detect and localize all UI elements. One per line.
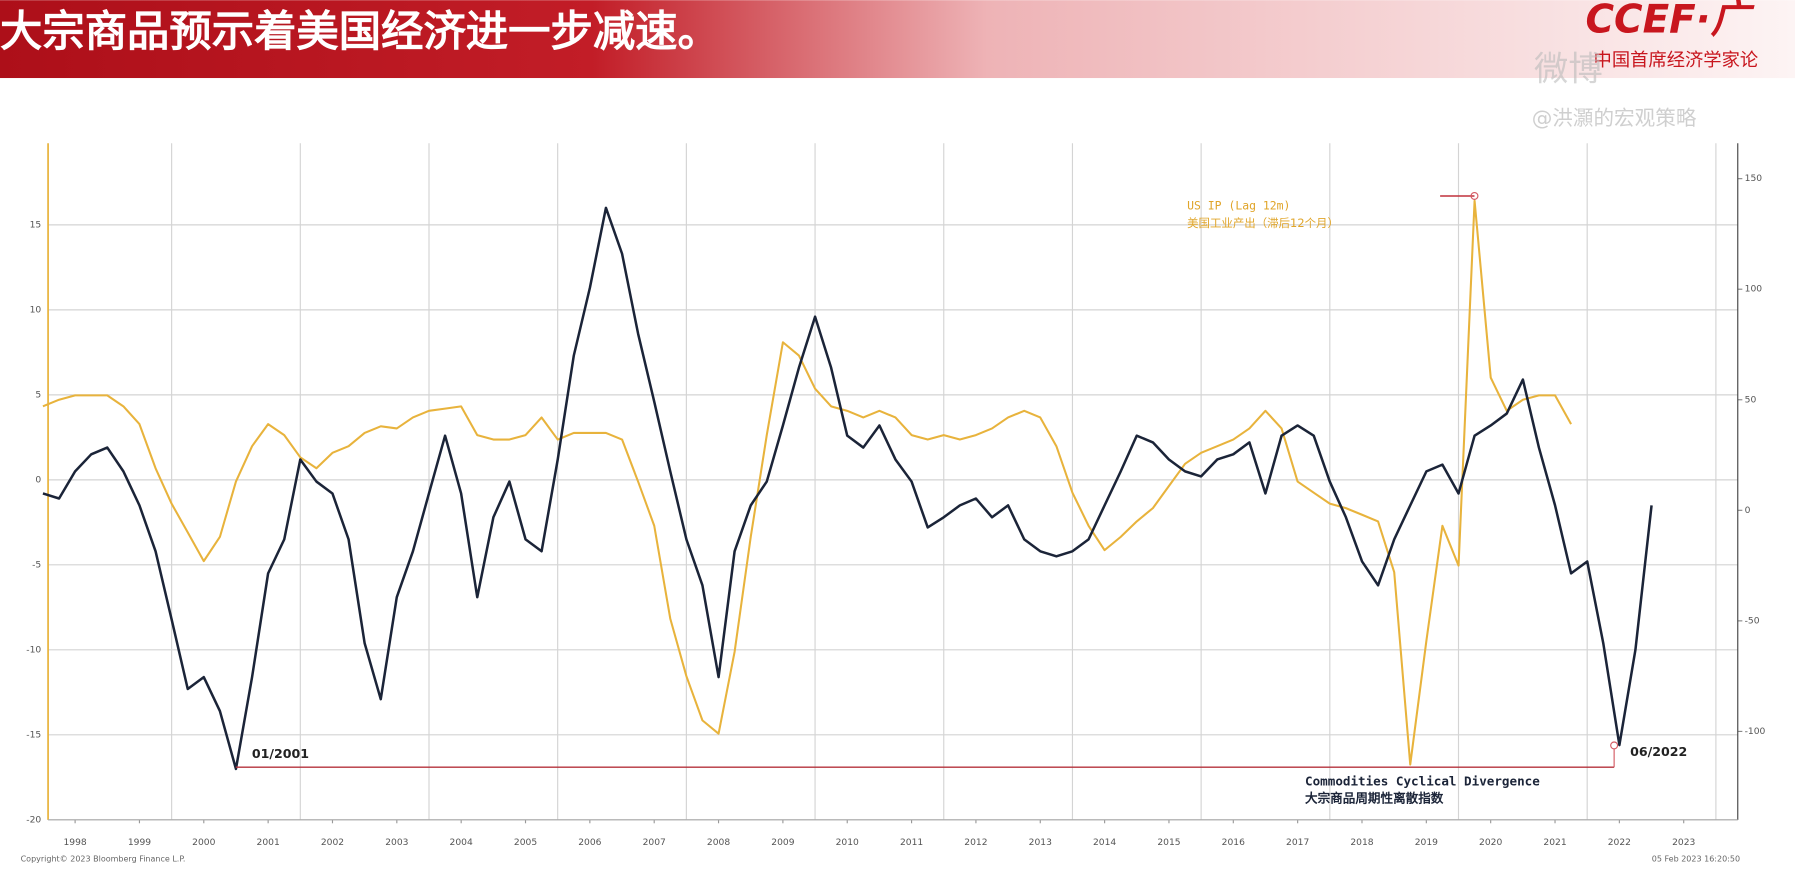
y-tick-label: 15 [30, 220, 42, 230]
x-tick-label: 2016 [1222, 838, 1245, 848]
page-title: 大宗商品预示着美国经济进一步减速。 [0, 7, 720, 56]
series-label: Commodities Cyclical Divergence [1305, 774, 1540, 789]
x-tick-label: 2011 [900, 838, 923, 848]
x-tick-label: 2009 [771, 838, 794, 848]
watermark-handle: @洪灝的宏观策略 [1532, 106, 1697, 130]
x-tick-label: 2019 [1415, 838, 1438, 848]
x-tick-label: 2013 [1029, 838, 1052, 848]
series-label: 大宗商品周期性离散指数 [1305, 791, 1444, 806]
logo: CCEF·广 [1586, 0, 1756, 42]
x-tick-label: 1998 [63, 838, 86, 848]
series-label: US IP (Lag 12m) [1187, 199, 1290, 213]
x-tick-label: 2001 [257, 838, 280, 848]
series-line [42, 206, 1653, 771]
x-tick-label: 2006 [578, 838, 601, 848]
x-tick-label: 2008 [707, 838, 730, 848]
y-tick-label: -5 [32, 560, 41, 570]
x-tick-label: 2015 [1157, 838, 1180, 848]
y2-tick-label: 50 [1745, 395, 1757, 405]
x-tick-label: 2010 [836, 838, 859, 848]
y2-tick-label: -50 [1745, 616, 1760, 626]
x-tick-label: 1999 [128, 838, 151, 848]
series-label: 美国工业产出（滞后12个月） [1187, 216, 1339, 230]
x-tick-label: 2003 [385, 838, 408, 848]
watermark-weibo: 微博 [1534, 50, 1603, 90]
y-tick-label: 0 [35, 475, 41, 485]
annotation: 01/2001 [252, 746, 309, 761]
x-tick-label: 2007 [643, 838, 666, 848]
x-tick-label: 2002 [321, 838, 344, 848]
y2-tick-label: 100 [1745, 285, 1763, 295]
x-tick-label: 2018 [1350, 838, 1373, 848]
title-banner [0, 0, 1795, 79]
x-tick-label: 2014 [1093, 838, 1116, 848]
x-tick-label: 2022 [1608, 838, 1631, 848]
x-tick-label: 2020 [1479, 838, 1502, 848]
y2-tick-label: -100 [1745, 727, 1766, 737]
annotation-marker [1470, 191, 1479, 200]
x-tick-label: 2023 [1672, 838, 1695, 848]
y-tick-label: -15 [26, 730, 41, 740]
y-tick-label: -10 [26, 645, 41, 655]
logo-subtitle: 中国首席经济学家论 [1594, 50, 1759, 71]
plot-background [48, 143, 1738, 820]
y2-tick-label: 150 [1745, 174, 1763, 184]
x-tick-label: 2005 [514, 838, 537, 848]
x-tick-label: 2004 [450, 838, 473, 848]
x-tick-label: 2000 [192, 838, 215, 848]
y-tick-label: 10 [30, 305, 42, 315]
annotation: 06/2022 [1630, 744, 1687, 759]
x-tick-label: 2021 [1543, 838, 1566, 848]
y2-tick-label: 0 [1745, 506, 1751, 516]
footer-date: 05 Feb 2023 16:20:50 [1652, 854, 1740, 863]
x-tick-label: 2017 [1286, 838, 1309, 848]
footer-source: Copyright© 2023 Bloomberg Finance L.P. [21, 854, 186, 863]
y-tick-label: 5 [35, 390, 41, 400]
series-line [42, 199, 1572, 766]
y-tick-label: -20 [26, 815, 41, 825]
x-tick-label: 2012 [964, 838, 987, 848]
